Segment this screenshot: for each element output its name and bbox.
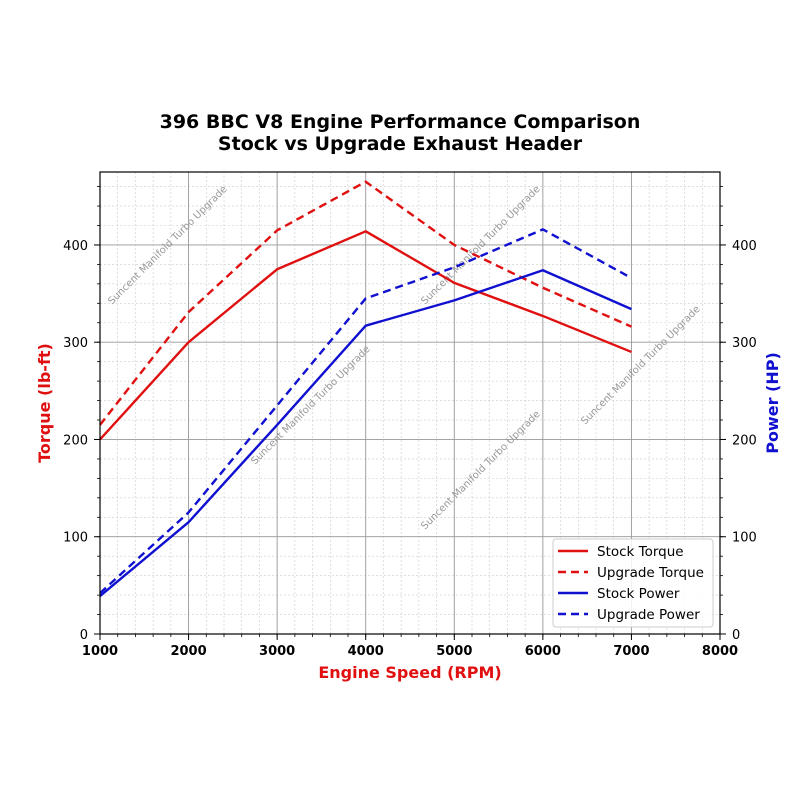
chart-subtitle: Stock vs Upgrade Exhaust Header: [218, 133, 583, 155]
chart-title: 396 BBC V8 Engine Performance Comparison: [160, 111, 641, 133]
watermark-text: Suncent Manifold Turbo Upgrade: [579, 304, 702, 427]
legend: Stock Torque Upgrade Torque Stock Power Upg…: [552, 538, 714, 628]
y-left-tick-label: 100: [63, 531, 88, 546]
series-lines: [99, 180, 633, 597]
y-axis-label-right: Power (HP): [763, 352, 782, 454]
plot-frame: [99, 171, 721, 635]
watermark-text: Suncent Manifold Turbo Upgrade: [419, 184, 542, 307]
y-right-tick-label: 100: [732, 531, 757, 546]
x-tick-label: 8000: [702, 644, 738, 659]
watermark-text: Suncent Manifold Turbo Upgrade: [419, 409, 542, 532]
x-tick-label: 6000: [525, 644, 561, 659]
y-right-tick-label: 0: [732, 628, 740, 643]
y-left-tick-label: 200: [63, 433, 88, 448]
y-left-tick-label: 0: [80, 628, 88, 643]
ticks: 1000 2000 3000 4000 5000 6000 7000 800001002003…: [63, 186, 757, 659]
legend-box: [552, 538, 714, 628]
y-right-tick-label: 400: [732, 239, 757, 254]
y-axis-label-left: Torque (lb-ft): [35, 343, 54, 463]
x-tick-label: 2000: [170, 644, 206, 659]
x-tick-label: 1000: [82, 644, 118, 659]
y-left-tick-label: 400: [63, 239, 88, 254]
legend-label: Stock Torque: [597, 544, 684, 560]
legend-label: Upgrade Torque: [597, 565, 704, 581]
x-tick-label: 3000: [259, 644, 295, 659]
y-right-tick-label: 300: [732, 336, 757, 351]
y-left-tick-label: 300: [63, 336, 88, 351]
watermark-text: Suncent Manifold Turbo Upgrade: [249, 344, 372, 467]
legend-label: Upgrade Power: [597, 607, 700, 623]
y-right-tick-label: 200: [732, 433, 757, 448]
legend-label: Stock Power: [597, 586, 680, 602]
x-axis-label: Engine Speed (RPM): [318, 663, 501, 682]
x-tick-label: 5000: [436, 644, 472, 659]
x-tick-label: 7000: [613, 644, 649, 659]
watermark-text: Suncent Manifold Turbo Upgrade: [106, 184, 229, 307]
x-tick-label: 4000: [348, 644, 384, 659]
